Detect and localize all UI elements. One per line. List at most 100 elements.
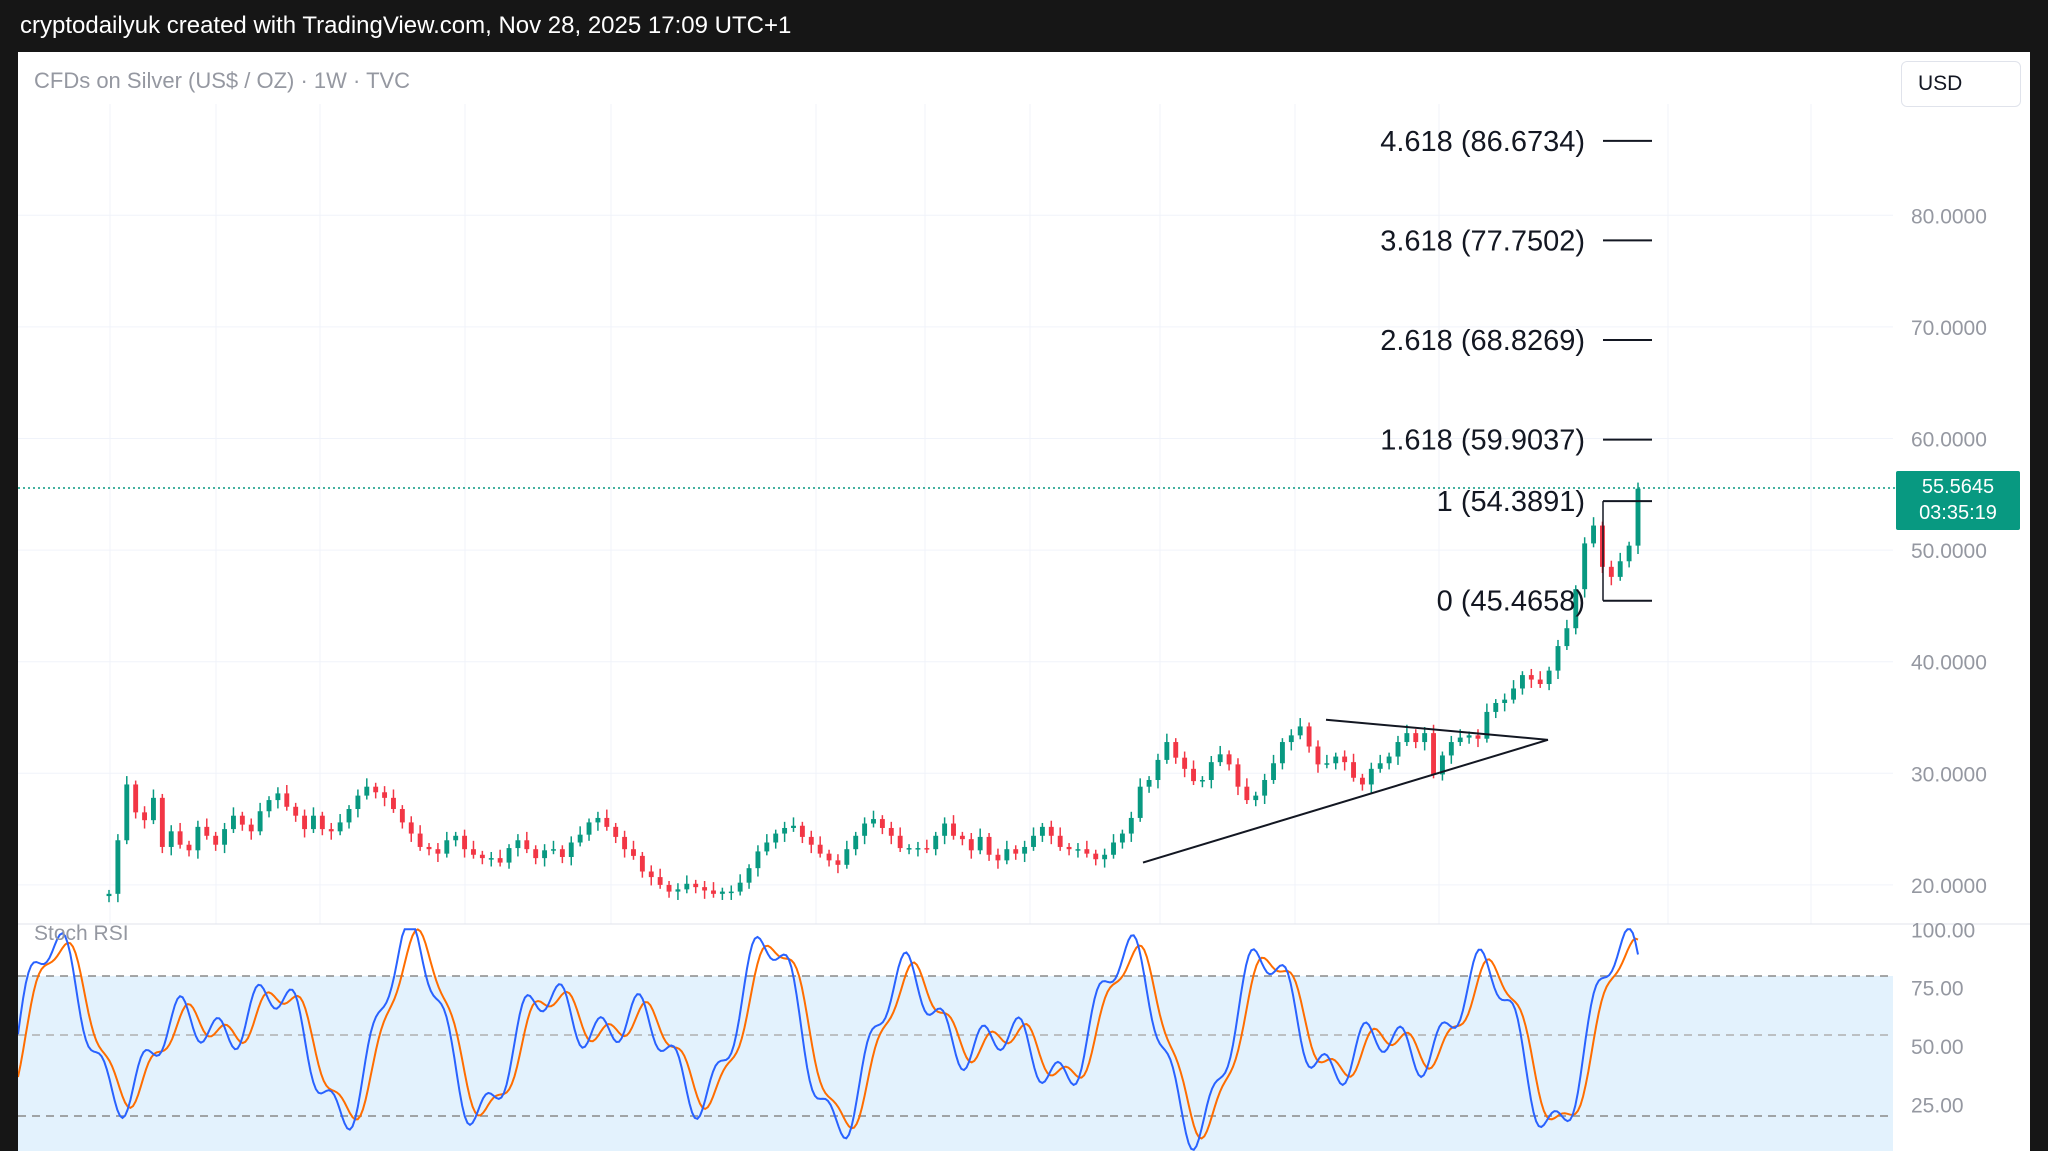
candle[interactable] [791, 817, 796, 832]
candle[interactable] [604, 809, 610, 831]
candle[interactable] [479, 850, 485, 865]
candle[interactable] [1164, 733, 1170, 764]
fib-level[interactable]: 3.618 (77.7502) [1380, 225, 1652, 257]
candle[interactable] [1262, 773, 1268, 804]
candle[interactable] [711, 882, 716, 898]
candle[interactable] [586, 818, 592, 841]
candle[interactable] [1235, 758, 1241, 796]
candle[interactable] [231, 807, 236, 834]
candle[interactable] [1315, 740, 1321, 773]
candle[interactable] [1537, 671, 1543, 688]
candle[interactable] [631, 840, 636, 860]
candle[interactable] [346, 805, 352, 829]
candle[interactable] [1146, 776, 1152, 793]
stoch-axis[interactable]: 100.00 75.00 50.00 25.00 [1911, 919, 1975, 1117]
candle[interactable] [399, 805, 405, 829]
price-axis[interactable]: 80.0000 70.0000 60.0000 50.0000 40.0000 30.00… [1911, 205, 1987, 898]
candle[interactable] [808, 830, 814, 854]
candle[interactable] [844, 840, 850, 869]
candle[interactable] [995, 848, 1001, 869]
candle[interactable] [1519, 671, 1525, 695]
candle[interactable] [213, 831, 219, 851]
candle[interactable] [408, 816, 414, 842]
candle[interactable] [426, 843, 432, 856]
candle[interactable] [1368, 762, 1374, 793]
candle[interactable] [1279, 738, 1285, 770]
candle[interactable] [1484, 703, 1490, 743]
candle[interactable] [355, 789, 361, 818]
candle[interactable] [319, 811, 325, 836]
currency-selector[interactable]: USD [1901, 61, 2021, 107]
candle[interactable] [568, 836, 574, 866]
candle[interactable] [1199, 776, 1205, 788]
price-chart[interactable]: 4.618 (86.6734) 3.618 (77.7502) 2.618 (68.… [18, 52, 2030, 1151]
candle[interactable] [239, 811, 245, 831]
stoch-rsi-lines[interactable] [18, 928, 1639, 1151]
candle[interactable] [1439, 751, 1445, 781]
candle[interactable] [1075, 843, 1081, 858]
candle[interactable] [835, 854, 841, 874]
candle[interactable] [311, 807, 316, 834]
candle[interactable] [186, 840, 192, 857]
candle[interactable] [1111, 834, 1116, 859]
candle[interactable] [1377, 754, 1383, 773]
candle[interactable] [373, 782, 379, 799]
candle[interactable] [853, 831, 859, 856]
candle[interactable] [1191, 760, 1196, 786]
candle[interactable] [702, 880, 708, 899]
candle[interactable] [1013, 845, 1019, 860]
candle[interactable] [986, 833, 992, 861]
candle[interactable] [1217, 745, 1223, 767]
candle[interactable] [639, 851, 645, 878]
candle[interactable] [417, 825, 423, 851]
candle[interactable] [728, 885, 734, 900]
candle[interactable] [1119, 829, 1125, 849]
candle[interactable] [1564, 619, 1570, 650]
candle[interactable] [1475, 729, 1481, 748]
candle[interactable] [257, 802, 263, 836]
candle[interactable] [1422, 726, 1428, 751]
candle[interactable] [942, 817, 948, 845]
candle[interactable] [1066, 843, 1072, 856]
candle[interactable] [1039, 822, 1045, 842]
candle[interactable] [675, 883, 681, 900]
candle[interactable] [1608, 560, 1614, 586]
fib-extension-levels[interactable]: 4.618 (86.6734) 3.618 (77.7502) 2.618 (68.… [1380, 126, 1652, 618]
candle[interactable] [222, 822, 228, 854]
candle[interactable] [462, 829, 468, 858]
candle[interactable] [1022, 840, 1028, 863]
candle[interactable] [168, 825, 174, 856]
candle[interactable] [1004, 840, 1010, 865]
candle[interactable] [506, 844, 512, 869]
candle[interactable] [871, 810, 876, 828]
candle[interactable] [1635, 482, 1641, 555]
candle[interactable] [1057, 827, 1063, 851]
candle[interactable] [515, 834, 521, 857]
candle[interactable] [1182, 751, 1188, 778]
candle[interactable] [666, 880, 672, 898]
candlestick-series[interactable] [106, 482, 1641, 903]
candle[interactable] [1271, 754, 1276, 784]
candle[interactable] [906, 844, 912, 855]
candle[interactable] [1084, 840, 1090, 858]
candle[interactable] [879, 815, 885, 835]
candle[interactable] [151, 789, 156, 825]
candle[interactable] [471, 840, 476, 859]
candle[interactable] [782, 821, 788, 842]
candle[interactable] [275, 787, 281, 809]
candle[interactable] [915, 841, 921, 857]
fib-level[interactable]: 4.618 (86.6734) [1380, 126, 1652, 158]
candle[interactable] [1555, 639, 1561, 679]
candle[interactable] [1288, 729, 1294, 751]
candle[interactable] [1591, 517, 1596, 548]
candle[interactable] [977, 828, 983, 855]
candle[interactable] [817, 836, 823, 858]
candle[interactable] [622, 830, 628, 858]
candle[interactable] [968, 833, 974, 859]
fib-level[interactable]: 0 (45.4658) [1437, 586, 1652, 618]
candle[interactable] [337, 814, 343, 836]
candle[interactable] [266, 796, 272, 818]
candle[interactable] [1431, 724, 1436, 779]
candle[interactable] [1253, 791, 1259, 807]
candle[interactable] [1173, 738, 1179, 764]
